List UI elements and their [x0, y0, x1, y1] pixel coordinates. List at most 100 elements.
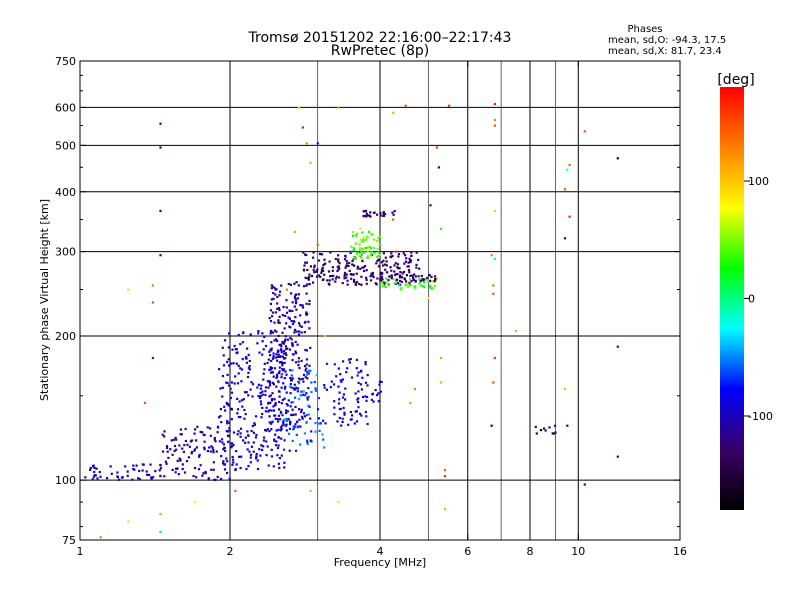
data-point	[411, 274, 414, 277]
data-point	[291, 413, 295, 416]
data-point	[141, 469, 144, 472]
data-point	[407, 265, 410, 268]
x-tick-label: 4	[377, 545, 384, 558]
data-point	[274, 433, 277, 436]
data-point	[283, 439, 286, 442]
data-point	[306, 268, 309, 272]
data-point	[259, 454, 262, 457]
data-point	[299, 314, 302, 317]
data-point	[266, 361, 269, 365]
data-point	[309, 439, 312, 442]
data-point	[492, 292, 495, 295]
data-point	[317, 274, 321, 277]
data-point	[413, 285, 416, 288]
data-point	[412, 276, 415, 279]
data-point	[357, 406, 360, 409]
data-point	[439, 381, 443, 384]
data-point	[179, 433, 182, 436]
data-point	[278, 321, 281, 324]
data-point	[418, 282, 421, 285]
data-point	[288, 325, 291, 328]
data-point	[359, 254, 362, 257]
data-point	[248, 359, 251, 363]
data-point	[276, 339, 279, 342]
data-point	[349, 357, 352, 361]
data-point	[316, 142, 319, 145]
data-point	[307, 387, 310, 390]
data-point	[247, 371, 250, 374]
data-point	[229, 396, 232, 400]
data-point	[277, 307, 281, 310]
data-point	[274, 444, 278, 447]
data-point	[209, 450, 212, 453]
data-point	[175, 438, 178, 441]
data-point	[296, 297, 299, 300]
data-point	[354, 392, 357, 395]
data-point	[289, 283, 292, 286]
data-point	[293, 328, 297, 331]
data-point	[213, 437, 216, 440]
data-point	[257, 394, 260, 398]
data-point	[271, 398, 274, 401]
data-point	[349, 410, 352, 414]
data-point	[377, 251, 380, 254]
data-point	[93, 466, 96, 469]
data-point	[275, 376, 278, 379]
data-point	[268, 421, 271, 424]
data-point	[124, 465, 127, 468]
data-point	[298, 418, 301, 421]
data-point	[291, 342, 294, 345]
data-point	[206, 450, 209, 453]
data-point	[303, 264, 306, 267]
data-point	[233, 344, 236, 348]
data-point	[190, 439, 194, 442]
data-point	[300, 325, 303, 328]
data-point	[382, 259, 385, 262]
data-point	[302, 269, 306, 272]
data-point	[145, 470, 148, 473]
data-point	[305, 142, 308, 145]
data-point	[270, 428, 273, 431]
data-point	[273, 438, 276, 441]
data-point	[352, 247, 355, 250]
data-point	[288, 385, 292, 388]
data-point	[384, 285, 387, 289]
data-point	[186, 443, 189, 446]
data-point	[343, 413, 346, 416]
data-point	[281, 355, 284, 358]
data-point	[294, 297, 297, 300]
data-point	[366, 250, 370, 253]
data-point	[220, 421, 223, 424]
data-point	[309, 369, 312, 372]
data-point	[154, 470, 157, 473]
data-point	[358, 249, 361, 252]
data-point	[279, 429, 282, 432]
data-point	[240, 368, 244, 371]
data-point	[339, 379, 342, 382]
data-point	[344, 254, 347, 257]
data-point	[254, 436, 258, 439]
data-point	[364, 361, 367, 364]
data-point	[343, 258, 347, 261]
data-point	[272, 292, 275, 295]
data-point	[396, 266, 399, 269]
data-point	[291, 358, 294, 362]
data-point	[247, 464, 250, 468]
data-point	[231, 442, 234, 445]
data-point	[408, 281, 411, 285]
data-point	[236, 433, 239, 436]
data-point	[252, 450, 255, 453]
data-point	[255, 453, 258, 456]
phase-stats: Phases mean, sd,O: -94.3, 17.5 mean, sd,…	[608, 24, 726, 57]
data-point	[195, 446, 198, 449]
data-point	[306, 283, 309, 286]
data-point	[362, 215, 365, 218]
data-point	[236, 397, 239, 400]
data-point	[277, 319, 280, 322]
data-point	[423, 285, 426, 289]
data-point	[245, 356, 248, 359]
data-point	[383, 281, 386, 284]
data-point	[261, 406, 264, 409]
colorbar-label: [deg]	[717, 72, 754, 88]
data-point	[379, 390, 382, 393]
